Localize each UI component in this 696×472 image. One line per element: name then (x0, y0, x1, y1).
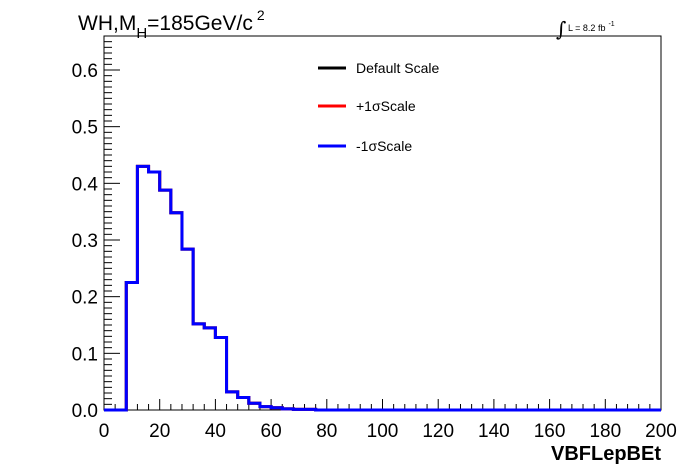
y-tick-label: 0.0 (72, 401, 98, 422)
title-subscript: H (136, 25, 147, 42)
legend-label: Default Scale (356, 60, 439, 76)
lumi-label: L = 8.2 fb -1 (568, 21, 615, 33)
axis-ticks (103, 35, 662, 411)
x-tick-label: 100 (367, 421, 399, 442)
series-line (104, 164, 661, 412)
x-tick-label: 120 (422, 421, 454, 442)
series-line (104, 164, 661, 412)
lumi-superscript: -1 (608, 21, 614, 28)
legend: Default Scale +1σScale -1σScale (318, 60, 439, 154)
title-superscript: 2 (257, 7, 265, 23)
x-tick-label: 140 (478, 421, 510, 442)
lumi-text: L = 8.2 fb (568, 23, 605, 33)
x-tick-label: 200 (645, 421, 677, 442)
title-main: WH,M (78, 12, 136, 35)
y-tick-label: 0.5 (72, 118, 98, 139)
x-axis-label: VBFLepBEt (551, 443, 661, 465)
x-tick-label: 60 (261, 421, 282, 442)
y-tick-label: 0.1 (72, 344, 98, 365)
x-tick-label: 20 (149, 421, 170, 442)
y-tick-label: 0.4 (72, 174, 99, 195)
chart-title: WH,MH=185GeV/c 2 (78, 7, 265, 42)
x-tick-label: 160 (534, 421, 566, 442)
y-tick-label: 0.2 (72, 288, 98, 309)
plot-frame (103, 35, 662, 411)
legend-label: -1σScale (356, 138, 412, 154)
x-tick-label: 180 (589, 421, 621, 442)
legend-label: +1σScale (356, 98, 416, 114)
x-tick-label: 80 (316, 421, 337, 442)
y-tick-label: 0.3 (72, 231, 98, 252)
tick-labels: 0 20 40 60 80 100 120 140 160 180 200 0.0 0.1 0.2 0.3 0… (72, 61, 677, 442)
title-rest: =185GeV/c (147, 12, 253, 35)
series-line (104, 164, 661, 412)
y-tick-label: 0.6 (72, 61, 98, 82)
series-lines (104, 164, 661, 412)
lumi-integral: ∫ (556, 17, 566, 41)
x-tick-label: 0 (99, 421, 110, 442)
x-tick-label: 40 (205, 421, 226, 442)
